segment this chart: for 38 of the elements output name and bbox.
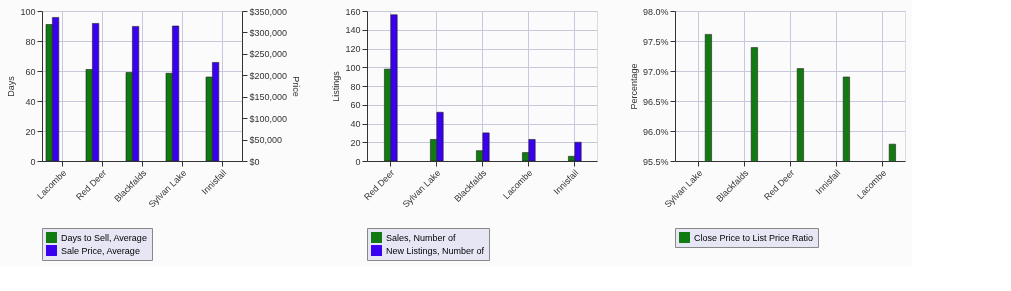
- y-tick-label: 96.5%: [642, 96, 669, 107]
- y-tick-label: 100: [345, 62, 361, 73]
- legend-label: Sale Price, Average: [61, 245, 140, 256]
- y2-axis-title: Price: [291, 76, 302, 97]
- y-tick-label: 97.0%: [642, 66, 669, 77]
- y-tick-label: 40: [350, 119, 361, 129]
- y-tick-label: 80: [350, 81, 361, 92]
- y-tick-label: 0: [30, 156, 36, 167]
- y2-tick-label: $150,000: [249, 92, 288, 103]
- y-tick-label: 160: [345, 6, 361, 17]
- y-tick-label: 20: [25, 126, 36, 137]
- legend-label: Sales, Number of: [386, 232, 457, 243]
- y2-tick-label: $0: [249, 156, 260, 167]
- y-tick-label: 60: [25, 66, 36, 77]
- y-tick-label: 80: [25, 36, 36, 47]
- y-tick-label: 0: [355, 156, 361, 167]
- y-tick-label: 98.0%: [642, 6, 669, 17]
- legend-label: New Listings, Number of: [386, 245, 485, 256]
- y-axis-title: Days: [6, 75, 17, 97]
- y-tick-label: 95.5%: [642, 156, 669, 167]
- y-tick-label: 40: [25, 96, 36, 107]
- y-tick-label: 96.0%: [642, 126, 669, 137]
- y2-tick-label: $350,000: [249, 6, 288, 17]
- y-tick-label: 20: [350, 137, 361, 148]
- y-tick-label: 140: [345, 25, 361, 36]
- y2-tick-label: $300,000: [249, 27, 288, 38]
- y-tick-label: 60: [350, 100, 361, 111]
- legend-label: Close Price to List Price Ratio: [694, 232, 814, 243]
- y2-tick-label: $200,000: [249, 70, 288, 81]
- y2-tick-label: $100,000: [249, 113, 288, 124]
- y2-tick-label: $250,000: [249, 49, 288, 60]
- y-axis-title: Listings: [331, 70, 342, 102]
- y-tick-label: 100: [20, 6, 36, 17]
- y-tick-label: 120: [345, 44, 361, 54]
- y-axis-title: Percentage: [628, 63, 639, 110]
- legend-label: Days to Sell, Average: [61, 232, 147, 243]
- y2-tick-label: $50,000: [249, 135, 283, 146]
- y-tick-label: 97.5%: [642, 36, 669, 47]
